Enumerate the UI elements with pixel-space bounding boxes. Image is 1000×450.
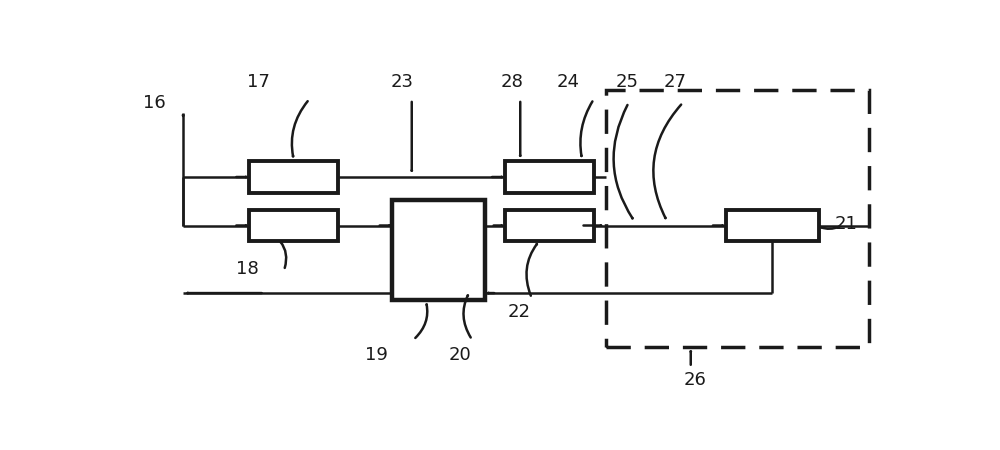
Bar	[726, 210, 819, 241]
Text: 17: 17	[247, 73, 270, 91]
Text: 22: 22	[507, 303, 530, 321]
Text: 19: 19	[365, 346, 388, 364]
Bar	[505, 210, 594, 241]
Text: 16: 16	[143, 94, 166, 112]
Bar	[249, 162, 338, 193]
Text: 26: 26	[683, 371, 706, 389]
Text: 20: 20	[448, 346, 471, 364]
Text: 28: 28	[501, 73, 524, 91]
Text: 24: 24	[557, 73, 580, 91]
Text: 23: 23	[391, 73, 414, 91]
Text: 21: 21	[834, 215, 857, 233]
Bar	[249, 210, 338, 241]
Bar	[505, 162, 594, 193]
Text: 27: 27	[664, 73, 687, 91]
Text: 25: 25	[616, 73, 639, 91]
Text: 18: 18	[236, 260, 259, 278]
Bar	[392, 199, 485, 300]
Bar	[606, 90, 869, 347]
